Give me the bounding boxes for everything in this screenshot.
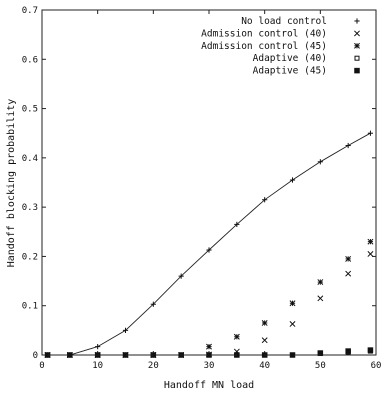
data-point <box>317 159 323 165</box>
data-point <box>367 347 374 353</box>
data-point <box>95 344 101 350</box>
series-line <box>47 132 371 356</box>
y-tick-label: 0.5 <box>22 105 38 115</box>
x-tick-label: 60 <box>371 361 382 371</box>
series-layer <box>42 130 376 358</box>
data-point <box>289 320 296 327</box>
data-point <box>178 273 184 279</box>
data-point <box>206 343 212 350</box>
y-tick-label: 0.6 <box>22 55 38 65</box>
x-tick-label: 0 <box>39 361 44 371</box>
x-tick-label: 50 <box>315 361 326 371</box>
data-point <box>206 247 212 253</box>
y-tick-label: 0.4 <box>22 154 38 164</box>
x-tick-label: 30 <box>204 361 215 371</box>
data-point <box>150 301 156 307</box>
legend-marker <box>354 67 360 74</box>
series-2 <box>44 251 374 358</box>
data-point <box>367 130 374 136</box>
y-tick-label: 0.2 <box>22 252 38 262</box>
x-axis-label: Handoff MN load <box>164 380 254 391</box>
x-tick-label: 10 <box>92 361 103 371</box>
x-tick-label: 20 <box>148 361 159 371</box>
data-point <box>317 350 324 356</box>
series-3 <box>44 238 374 358</box>
legend-marker <box>354 18 360 24</box>
data-point <box>345 270 352 277</box>
data-point <box>289 300 296 307</box>
legend-label: No load control <box>241 16 327 27</box>
series-1 <box>44 130 374 358</box>
axis-ticks: 0 10 20 30 40 50 60 0 0.1 0.2 0.3 0.4 0.5 0.6 0.7 <box>22 6 382 371</box>
data-point <box>262 197 268 203</box>
data-point <box>345 348 351 354</box>
data-point <box>345 255 352 262</box>
legend-label: Admission control (40) <box>201 28 327 39</box>
data-point <box>367 251 374 257</box>
data-point <box>261 320 268 326</box>
x-tick-label: 40 <box>259 361 270 371</box>
y-tick-label: 0.1 <box>22 302 38 312</box>
data-point <box>234 221 240 227</box>
data-point <box>233 333 240 340</box>
data-point <box>345 142 351 149</box>
y-axis-label: Handoff blocking probability <box>6 99 17 268</box>
data-point <box>261 337 268 344</box>
legend-label: Admission control (45) <box>201 41 327 52</box>
data-point <box>317 295 324 302</box>
legend-marker <box>354 55 360 61</box>
legend-label: Adaptive (40) <box>253 53 327 64</box>
data-point <box>289 177 296 183</box>
data-point <box>317 279 324 286</box>
data-point <box>122 327 129 333</box>
y-tick-label: 0.3 <box>22 203 38 213</box>
legend-marker <box>354 30 360 37</box>
legend-label: Adaptive (45) <box>253 66 327 77</box>
y-tick-label: 0 <box>33 351 38 361</box>
data-point <box>367 238 374 245</box>
legend-marker <box>354 42 360 49</box>
y-tick-label: 0.7 <box>22 6 38 16</box>
